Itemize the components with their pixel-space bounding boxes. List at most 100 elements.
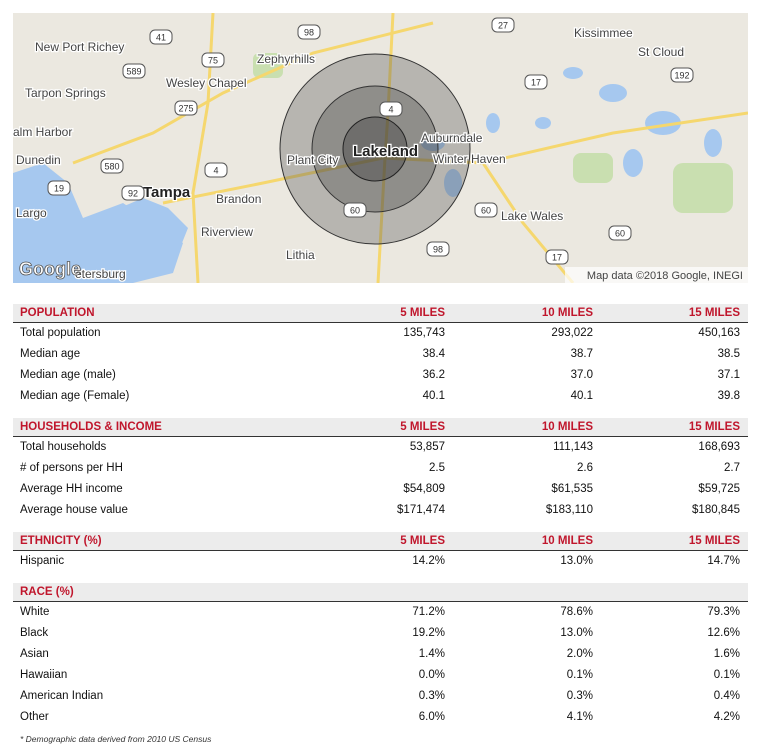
cell: 0.1% xyxy=(566,669,593,681)
shield-bg xyxy=(174,100,198,116)
cell: 13.0% xyxy=(560,627,593,639)
cell: $171,474 xyxy=(397,504,445,516)
cell: 135,743 xyxy=(403,327,445,339)
cell: Other xyxy=(20,711,49,723)
cell: Median age (male) xyxy=(20,369,116,381)
cell: POPULATION xyxy=(20,307,95,319)
cell: Median age xyxy=(20,348,81,360)
table-row: Median age (male) 36.2 37.0 37.1 xyxy=(13,365,748,386)
map-attribution: Map data ©2018 Google, INEGI xyxy=(587,270,743,282)
shield-bg xyxy=(379,101,403,117)
cell: 14.2% xyxy=(412,555,445,567)
cell: 38.7 xyxy=(570,348,593,360)
table-row: White 71.2% 78.6% 79.3% xyxy=(13,602,748,623)
cell: 10 MILES xyxy=(541,535,593,547)
cell: $183,110 xyxy=(545,504,593,516)
highway-shield: 589 xyxy=(126,66,141,76)
cell: 37.0 xyxy=(570,369,593,381)
place-label: Lakeland xyxy=(353,143,418,160)
cell: Average HH income xyxy=(20,483,123,495)
highway-shield: 4 xyxy=(388,104,393,114)
highway-shield: 92 xyxy=(128,188,138,198)
place-label: Auburndale xyxy=(421,131,483,145)
cell: 15 MILES xyxy=(688,307,740,319)
place-label: New Port Richey xyxy=(35,40,124,54)
cell: White xyxy=(20,606,50,618)
radius-10 xyxy=(311,85,439,213)
cell: 0.4% xyxy=(713,690,740,702)
water xyxy=(13,67,722,283)
cell: 2.5 xyxy=(429,462,445,474)
cell: Median age (Female) xyxy=(20,390,130,402)
place-label: Kissimmee xyxy=(574,26,633,40)
highway-shield: 17 xyxy=(552,252,562,262)
table-row: Hispanic 14.2% 13.0% 14.7% xyxy=(13,551,748,572)
shield-bg xyxy=(474,202,498,218)
cell: 38.5 xyxy=(717,348,740,360)
place-label: Tampa xyxy=(143,184,191,201)
cell: $54,809 xyxy=(403,483,445,495)
cell: 168,693 xyxy=(698,441,740,453)
table-row: Total population 135,743 293,022 450,163 xyxy=(13,323,748,344)
cell: 19.2% xyxy=(412,627,445,639)
table-row: Average house value $171,474 $183,110 $180,… xyxy=(13,500,748,521)
cell: 450,163 xyxy=(698,327,740,339)
cell: 2.7 xyxy=(724,462,740,474)
radius-15 xyxy=(279,53,471,245)
cell: $61,535 xyxy=(551,483,593,495)
cell: 53,857 xyxy=(409,441,445,453)
cell: 39.8 xyxy=(717,390,740,402)
shield-bg xyxy=(201,52,225,68)
cell: 78.6% xyxy=(560,606,593,618)
section-header: POPULATION 5 MILES 10 MILES 15 MILES xyxy=(13,304,748,323)
shield-bg xyxy=(491,17,515,33)
attribution-bg xyxy=(565,267,748,283)
table-row: Other 6.0% 4.1% 4.2% xyxy=(13,707,748,728)
shield-bg xyxy=(47,180,71,196)
radius-5 xyxy=(342,116,408,182)
cell: 40.1 xyxy=(422,390,445,402)
map-logo: Google xyxy=(19,259,81,279)
table-row: Median age 38.4 38.7 38.5 xyxy=(13,344,748,365)
cell: 293,022 xyxy=(551,327,593,339)
cell: 2.0% xyxy=(566,648,593,660)
shield-bg xyxy=(545,249,569,265)
highway-shield: 41 xyxy=(156,32,166,42)
cell: Black xyxy=(20,627,49,639)
cell: 2.6 xyxy=(577,462,593,474)
cell: Total population xyxy=(20,327,101,339)
cell: 14.7% xyxy=(707,555,740,567)
shield-bg xyxy=(121,185,145,201)
cell: 111,143 xyxy=(553,441,593,453)
cell: 36.2 xyxy=(422,369,445,381)
cell: Hispanic xyxy=(20,555,65,567)
cell: Asian xyxy=(20,648,49,660)
cell: $180,845 xyxy=(692,504,740,516)
highway-shield: 60 xyxy=(350,205,360,215)
highway-shield: 98 xyxy=(304,27,314,37)
shield-bg xyxy=(100,158,124,174)
highway-shield: 60 xyxy=(481,205,491,215)
highway-shield: 580 xyxy=(104,161,119,171)
place-label: Riverview xyxy=(201,225,253,239)
shield-bg xyxy=(426,241,450,257)
place-label: Tarpon Springs xyxy=(25,86,106,100)
place-label: Brandon xyxy=(216,192,261,206)
cell: 4.2% xyxy=(713,711,740,723)
highway-shield: 60 xyxy=(615,228,625,238)
cell: 37.1 xyxy=(717,369,740,381)
shield-bg xyxy=(122,63,146,79)
map: New Port Richey Tarpon Springs alm Harbo… xyxy=(13,13,748,283)
highway-shield: 275 xyxy=(178,103,193,113)
cell: $59,725 xyxy=(698,483,740,495)
cell: Average house value xyxy=(20,504,128,516)
cell: RACE (%) xyxy=(20,586,74,598)
cell: 0.0% xyxy=(418,669,445,681)
highway-shield: 19 xyxy=(54,183,64,193)
cell: 10 MILES xyxy=(541,421,593,433)
cell: 0.3% xyxy=(566,690,593,702)
place-label: Wesley Chapel xyxy=(166,76,246,90)
place-label: etersburg xyxy=(75,267,126,281)
place-label: Lithia xyxy=(286,248,315,262)
